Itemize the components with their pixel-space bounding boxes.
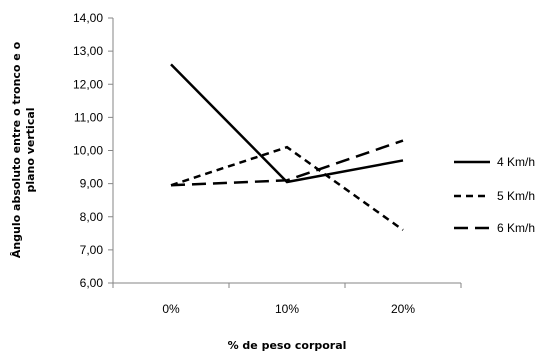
y-tick-label: 9,00 bbox=[80, 177, 104, 191]
legend: 4 Km/h 5 Km/h 6 Km/h bbox=[454, 155, 535, 235]
series-lines bbox=[170, 63, 404, 232]
x-axis-title: % de peso corporal bbox=[228, 339, 347, 352]
y-tick-label: 8,00 bbox=[80, 210, 104, 224]
x-tick-label: 20% bbox=[391, 302, 415, 316]
y-axis-title-line-2: plano vertical bbox=[24, 107, 37, 192]
series-line-3 bbox=[170, 139, 404, 187]
y-tick-label: 11,00 bbox=[74, 110, 103, 124]
legend-label-3: 6 Km/h bbox=[497, 221, 535, 235]
x-tick-label: 0% bbox=[162, 302, 180, 316]
y-axis-title: Ângulo absoluto entre o tronco e o plano… bbox=[10, 41, 37, 258]
x-axis-ticks: 0% 10% 20% bbox=[112, 283, 462, 316]
y-tick-label: 14,00 bbox=[73, 11, 103, 25]
y-axis-title-line-1: Ângulo absoluto entre o tronco e o bbox=[10, 41, 23, 258]
y-tick-label: 10,00 bbox=[73, 144, 103, 158]
legend-label-2: 5 Km/h bbox=[497, 189, 535, 203]
series-line-1 bbox=[170, 63, 404, 184]
y-tick-label: 13,00 bbox=[73, 44, 103, 58]
y-tick-label: 7,00 bbox=[80, 243, 104, 257]
series-line-2 bbox=[170, 145, 404, 232]
y-tick-label: 12,00 bbox=[73, 77, 103, 91]
x-tick-label: 10% bbox=[275, 302, 299, 316]
y-tick-label: 6,00 bbox=[80, 276, 104, 290]
legend-label-1: 4 Km/h bbox=[497, 155, 535, 169]
y-axis-ticks: 6,00 7,00 8,00 9,00 10,00 11,00 12,00 13,00 14,0… bbox=[73, 11, 113, 290]
